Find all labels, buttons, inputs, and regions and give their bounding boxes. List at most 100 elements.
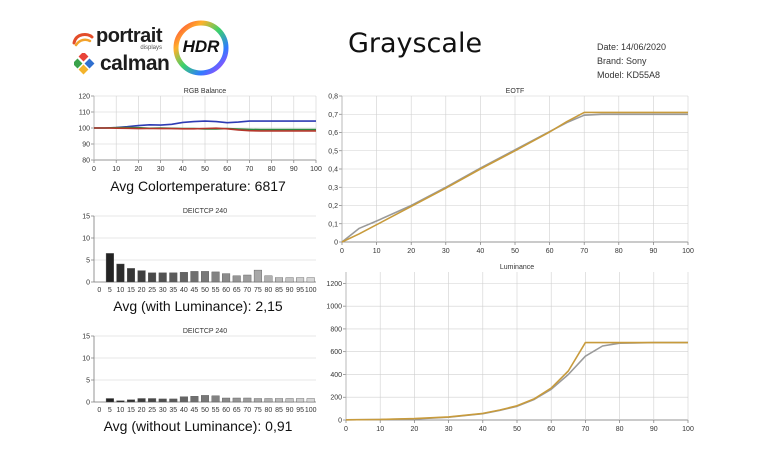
x-tick-label: 50 xyxy=(201,166,209,173)
x-tick-label: 40 xyxy=(179,166,187,173)
x-tick-label: 100 xyxy=(310,166,322,173)
x-tick-label: 20 xyxy=(407,248,415,255)
x-tick-label: 5 xyxy=(108,287,112,294)
y-tick-label: 600 xyxy=(330,349,342,356)
x-tick-label: 30 xyxy=(159,407,167,414)
series-line-3 xyxy=(94,127,316,132)
bar xyxy=(306,398,315,403)
bar xyxy=(285,277,294,283)
x-tick-label: 80 xyxy=(268,166,276,173)
bar xyxy=(222,273,231,283)
x-tick-label: 50 xyxy=(201,287,209,294)
x-tick-label: 60 xyxy=(222,407,230,414)
bar xyxy=(127,399,136,403)
x-tick-label: 10 xyxy=(117,407,125,414)
y-tick-label: 90 xyxy=(82,142,90,149)
x-tick-label: 100 xyxy=(682,248,694,255)
x-tick-label: 100 xyxy=(305,407,317,414)
bar xyxy=(179,272,188,283)
x-tick-label: 65 xyxy=(233,287,241,294)
x-tick-label: 85 xyxy=(275,407,283,414)
bar xyxy=(190,396,199,403)
y-tick-label: 0,8 xyxy=(328,94,338,101)
series-line-2 xyxy=(341,111,688,243)
bar xyxy=(158,398,167,403)
y-tick-label: 0 xyxy=(338,418,342,425)
x-tick-label: 0 xyxy=(340,248,344,255)
x-tick-label: 80 xyxy=(265,407,273,414)
y-tick-label: 0,1 xyxy=(328,221,338,228)
x-tick-label: 70 xyxy=(580,248,588,255)
x-tick-label: 30 xyxy=(445,426,453,433)
x-tick-label: 90 xyxy=(650,248,658,255)
chart-title: RGB Balance xyxy=(184,88,227,95)
y-tick-label: 200 xyxy=(330,395,342,402)
y-tick-label: 0 xyxy=(334,240,338,247)
series-line-2 xyxy=(345,341,688,421)
x-tick-label: 85 xyxy=(275,287,283,294)
bar xyxy=(264,398,273,403)
page-title: Grayscale xyxy=(347,28,483,59)
x-tick-label: 75 xyxy=(254,407,262,414)
bar xyxy=(169,272,178,283)
x-tick-label: 10 xyxy=(373,248,381,255)
x-tick-label: 90 xyxy=(286,407,294,414)
bar xyxy=(200,395,209,403)
x-tick-label: 95 xyxy=(296,287,304,294)
bar xyxy=(264,275,273,283)
chart-title: DEICTCP 240 xyxy=(183,208,227,215)
x-tick-label: 70 xyxy=(582,426,590,433)
y-tick-label: 5 xyxy=(86,258,90,265)
calman-diamond-icon xyxy=(74,53,95,75)
bar xyxy=(274,277,283,283)
x-tick-label: 90 xyxy=(290,166,298,173)
y-tick-label: 100 xyxy=(78,126,90,133)
x-tick-label: 25 xyxy=(148,287,156,294)
x-tick-label: 40 xyxy=(477,248,485,255)
bar xyxy=(211,395,220,403)
x-tick-label: 50 xyxy=(201,407,209,414)
bar xyxy=(137,270,146,283)
x-tick-label: 90 xyxy=(650,426,658,433)
avg-without-luminance: Avg (without Luminance): 0,91 xyxy=(103,418,293,434)
x-tick-label: 15 xyxy=(127,287,135,294)
chart-title: DEICTCP 240 xyxy=(183,328,227,335)
x-tick-label: 40 xyxy=(180,407,188,414)
y-tick-label: 0 xyxy=(86,280,90,287)
y-tick-label: 0,6 xyxy=(328,130,338,137)
calman-brand-text: calman xyxy=(100,52,170,75)
calman-logo: calman xyxy=(74,52,170,76)
bar xyxy=(243,397,252,403)
bar xyxy=(116,400,125,403)
portrait-displays-logo: portrait displays xyxy=(72,26,163,51)
y-tick-label: 1200 xyxy=(326,281,342,288)
rgb-balance-chart: RGB Balance 80 90 100 110 120 0 10 20 30 40 50 60 70 8… xyxy=(78,88,322,173)
x-tick-label: 55 xyxy=(212,407,220,414)
y-tick-label: 0,3 xyxy=(328,185,338,192)
x-tick-label: 5 xyxy=(108,407,112,414)
x-tick-label: 50 xyxy=(513,426,521,433)
x-tick-label: 55 xyxy=(212,287,220,294)
y-tick-label: 400 xyxy=(330,372,342,379)
chart-title: Luminance xyxy=(500,264,534,271)
bar xyxy=(222,397,231,403)
x-tick-label: 0 xyxy=(97,287,101,294)
y-tick-label: 1000 xyxy=(326,304,342,311)
y-tick-label: 110 xyxy=(79,110,90,117)
y-tick-label: 15 xyxy=(82,334,90,341)
y-tick-label: 800 xyxy=(330,326,342,333)
y-tick-label: 0,2 xyxy=(328,203,338,210)
bar xyxy=(211,271,220,283)
x-tick-label: 30 xyxy=(442,248,450,255)
x-tick-label: 80 xyxy=(265,287,273,294)
bar xyxy=(190,271,199,283)
bar xyxy=(116,263,125,283)
y-tick-label: 0 xyxy=(86,400,90,407)
bar xyxy=(232,275,241,283)
x-tick-label: 70 xyxy=(246,166,254,173)
x-tick-label: 10 xyxy=(117,287,125,294)
bar xyxy=(306,277,315,283)
x-tick-label: 10 xyxy=(376,426,384,433)
x-tick-label: 30 xyxy=(157,166,165,173)
